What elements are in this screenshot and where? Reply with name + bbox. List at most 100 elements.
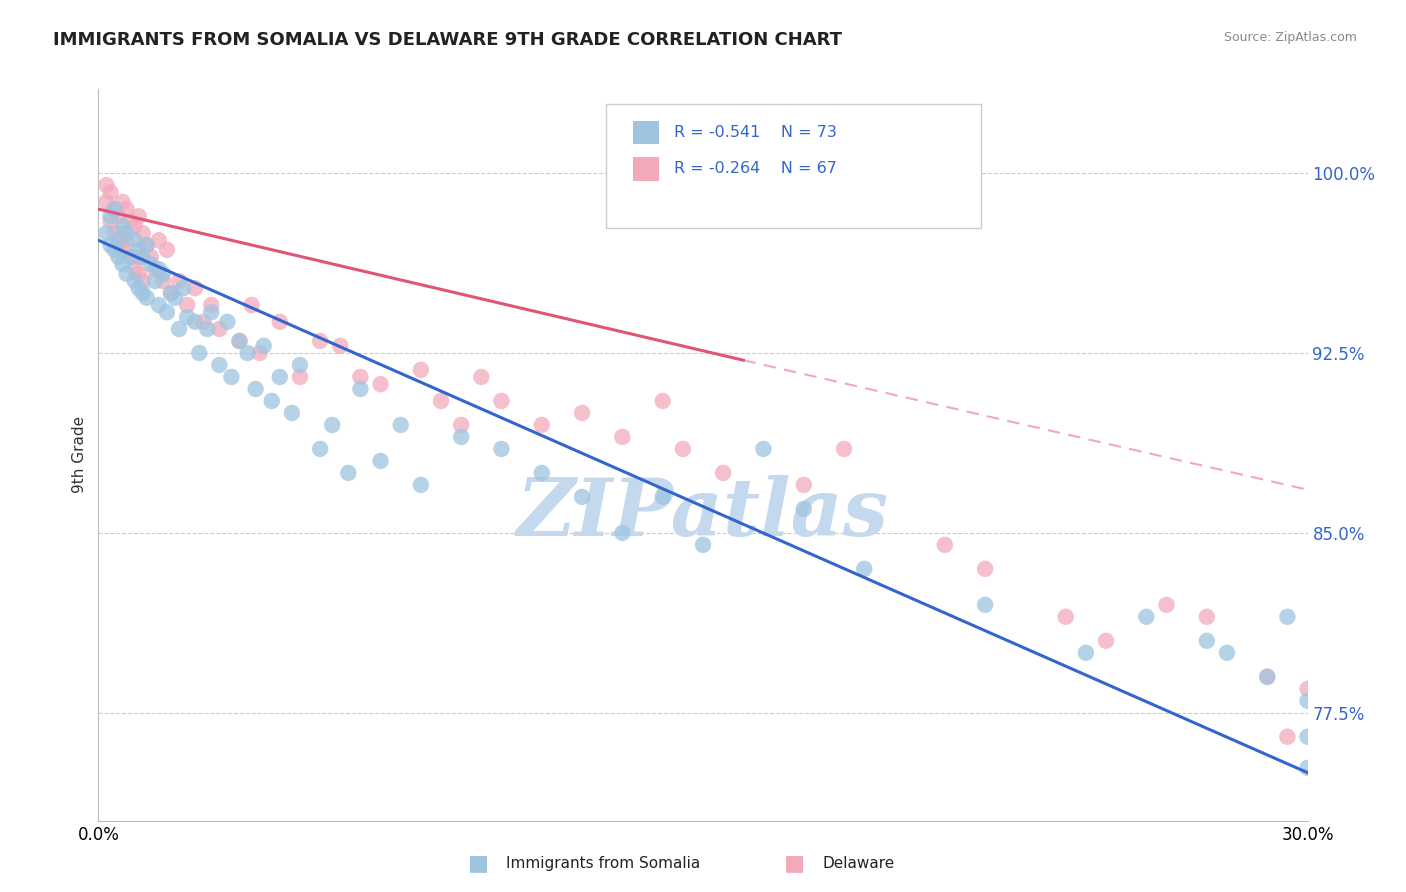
Point [934, 538, 956, 552]
Point [148, 298, 170, 312]
Point [148, 262, 170, 277]
Point [139, 257, 162, 271]
Point [128, 209, 150, 223]
Point [200, 305, 222, 319]
Point [128, 267, 150, 281]
Point [450, 417, 472, 432]
Point [651, 490, 673, 504]
Point [135, 291, 157, 305]
Point [143, 274, 166, 288]
Point [530, 466, 553, 480]
Point [309, 442, 332, 456]
Point [281, 406, 304, 420]
Point [200, 298, 222, 312]
Point [167, 322, 190, 336]
Point [132, 250, 155, 264]
Point [288, 370, 311, 384]
Point [100, 186, 122, 200]
Point [1277, 609, 1299, 624]
Point [793, 478, 815, 492]
Point [752, 442, 775, 456]
Point [571, 490, 593, 504]
Point [156, 305, 179, 319]
Point [672, 442, 695, 456]
Point [389, 417, 412, 432]
Point [107, 250, 129, 264]
Point [124, 233, 146, 247]
Point [120, 250, 142, 264]
Point [124, 219, 146, 233]
Point [132, 274, 155, 288]
Point [349, 382, 371, 396]
Point [152, 274, 174, 288]
Point [172, 281, 194, 295]
Point [430, 394, 453, 409]
Point [409, 363, 432, 377]
Point [1195, 633, 1218, 648]
Point [163, 291, 186, 305]
Point [132, 226, 155, 240]
Point [184, 281, 207, 295]
Point [132, 286, 155, 301]
Point [651, 394, 673, 409]
Point [571, 406, 593, 420]
Text: IMMIGRANTS FROM SOMALIA VS DELAWARE 9TH GRADE CORRELATION CHART: IMMIGRANTS FROM SOMALIA VS DELAWARE 9TH … [53, 31, 842, 49]
Point [370, 454, 392, 468]
Y-axis label: 9th Grade: 9th Grade [72, 417, 87, 493]
Point [111, 226, 134, 240]
Point [245, 382, 267, 396]
Point [139, 250, 162, 264]
Point [1296, 694, 1319, 708]
Point [260, 394, 283, 409]
Point [470, 370, 492, 384]
Point [96, 194, 118, 209]
Point [221, 370, 243, 384]
Point [1256, 670, 1278, 684]
Point [188, 346, 211, 360]
Point [160, 286, 183, 301]
Text: R = -0.264    N = 67: R = -0.264 N = 67 [673, 161, 837, 177]
Point [450, 430, 472, 444]
Point [491, 394, 513, 409]
Point [107, 209, 129, 223]
Point [1277, 730, 1299, 744]
Point [1296, 681, 1319, 696]
Point [111, 257, 134, 271]
Point [1195, 609, 1218, 624]
Point [160, 286, 183, 301]
Point [530, 417, 553, 432]
Point [1316, 706, 1339, 720]
Point [249, 346, 271, 360]
Point [103, 226, 125, 240]
Point [120, 250, 142, 264]
Point [128, 281, 150, 295]
Point [269, 370, 291, 384]
Text: Delaware: Delaware [823, 856, 894, 871]
Point [337, 466, 360, 480]
Point [1095, 633, 1118, 648]
Point [193, 315, 215, 329]
Point [240, 298, 263, 312]
Text: ZIPatlas: ZIPatlas [517, 475, 889, 552]
Point [143, 262, 166, 277]
Point [176, 298, 198, 312]
Point [1156, 598, 1178, 612]
Point [195, 322, 218, 336]
Text: Immigrants from Somalia: Immigrants from Somalia [506, 856, 700, 871]
Point [288, 358, 311, 372]
Point [269, 315, 291, 329]
Point [329, 339, 352, 353]
Point [152, 267, 174, 281]
Point [208, 358, 231, 372]
Point [1216, 646, 1239, 660]
Point [349, 370, 371, 384]
Point [491, 442, 513, 456]
Point [100, 238, 122, 252]
Point [111, 194, 134, 209]
Point [853, 562, 876, 576]
Point [107, 238, 129, 252]
Point [100, 209, 122, 223]
Point [120, 214, 142, 228]
FancyBboxPatch shape [633, 120, 659, 144]
Point [974, 562, 997, 576]
